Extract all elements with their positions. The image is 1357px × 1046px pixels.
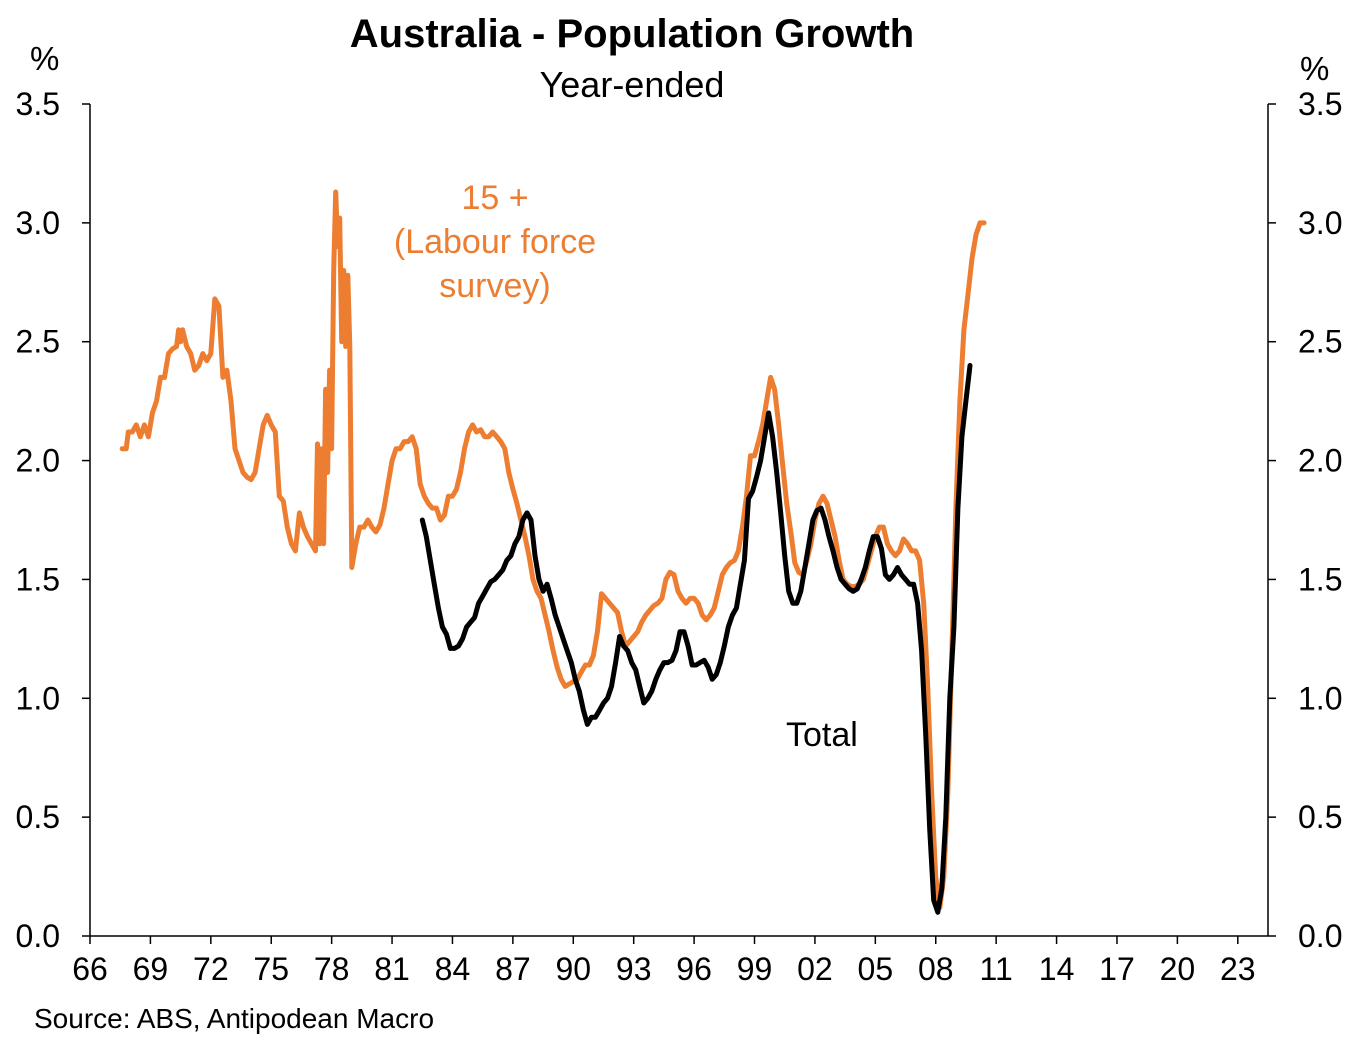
x-tick-label: 66	[72, 951, 108, 987]
x-tick-label: 78	[314, 951, 350, 987]
series-line-total	[419, 363, 973, 915]
left-axis-unit: %	[30, 40, 60, 77]
y-tick-label-right: 1.5	[1298, 561, 1342, 597]
x-tick-label: 14	[1039, 951, 1075, 987]
series-label-total: Total	[786, 716, 858, 754]
x-tick-label: 20	[1160, 951, 1196, 987]
y-tick-label-left: 3.0	[16, 205, 60, 241]
x-tick-label: 02	[797, 951, 833, 987]
y-tick-label-left: 1.0	[16, 680, 60, 716]
x-tick-label: 87	[495, 951, 531, 987]
y-tick-label-right: 2.0	[1298, 443, 1342, 479]
y-tick-label-left: 2.0	[16, 443, 60, 479]
x-tick-label: 84	[435, 951, 471, 987]
y-tick-label-left: 3.5	[16, 86, 60, 122]
y-tick-label-right: 0.5	[1298, 799, 1342, 835]
series-line-labour-force	[119, 189, 987, 910]
x-tick-label: 69	[133, 951, 169, 987]
x-tick-label: 81	[374, 951, 410, 987]
y-tick-label-right: 3.5	[1298, 86, 1342, 122]
y-tick-label-left: 0.5	[16, 799, 60, 835]
x-tick-label: 17	[1099, 951, 1135, 987]
y-tick-label-left: 2.5	[16, 324, 60, 360]
series-label-labour-force: 15 + (Labour force survey)	[393, 179, 597, 305]
x-tick-label: 72	[193, 951, 229, 987]
source-note: Source: ABS, Antipodean Macro	[34, 1003, 435, 1034]
right-axis-unit: %	[1300, 50, 1330, 87]
y-tick-label-left: 1.5	[16, 561, 60, 597]
x-tick-label: 75	[253, 951, 289, 987]
x-tick-label: 96	[676, 951, 712, 987]
x-tick-label: 08	[918, 951, 954, 987]
y-tick-label-right: 3.0	[1298, 205, 1342, 241]
x-tick-label: 23	[1220, 951, 1256, 987]
y-tick-label-right: 2.5	[1298, 324, 1342, 360]
x-tick-label: 93	[616, 951, 652, 987]
y-tick-label-left: 0.0	[16, 918, 60, 954]
x-tick-label: 99	[737, 951, 773, 987]
y-tick-label-right: 0.0	[1298, 918, 1342, 954]
x-tick-label: 05	[858, 951, 894, 987]
chart-title: Australia - Population Growth	[349, 12, 915, 56]
chart-subtitle: Year-ended	[539, 64, 725, 105]
x-tick-label: 11	[980, 951, 1013, 987]
x-tick-label: 90	[555, 951, 591, 987]
y-tick-label-right: 1.0	[1298, 680, 1342, 716]
